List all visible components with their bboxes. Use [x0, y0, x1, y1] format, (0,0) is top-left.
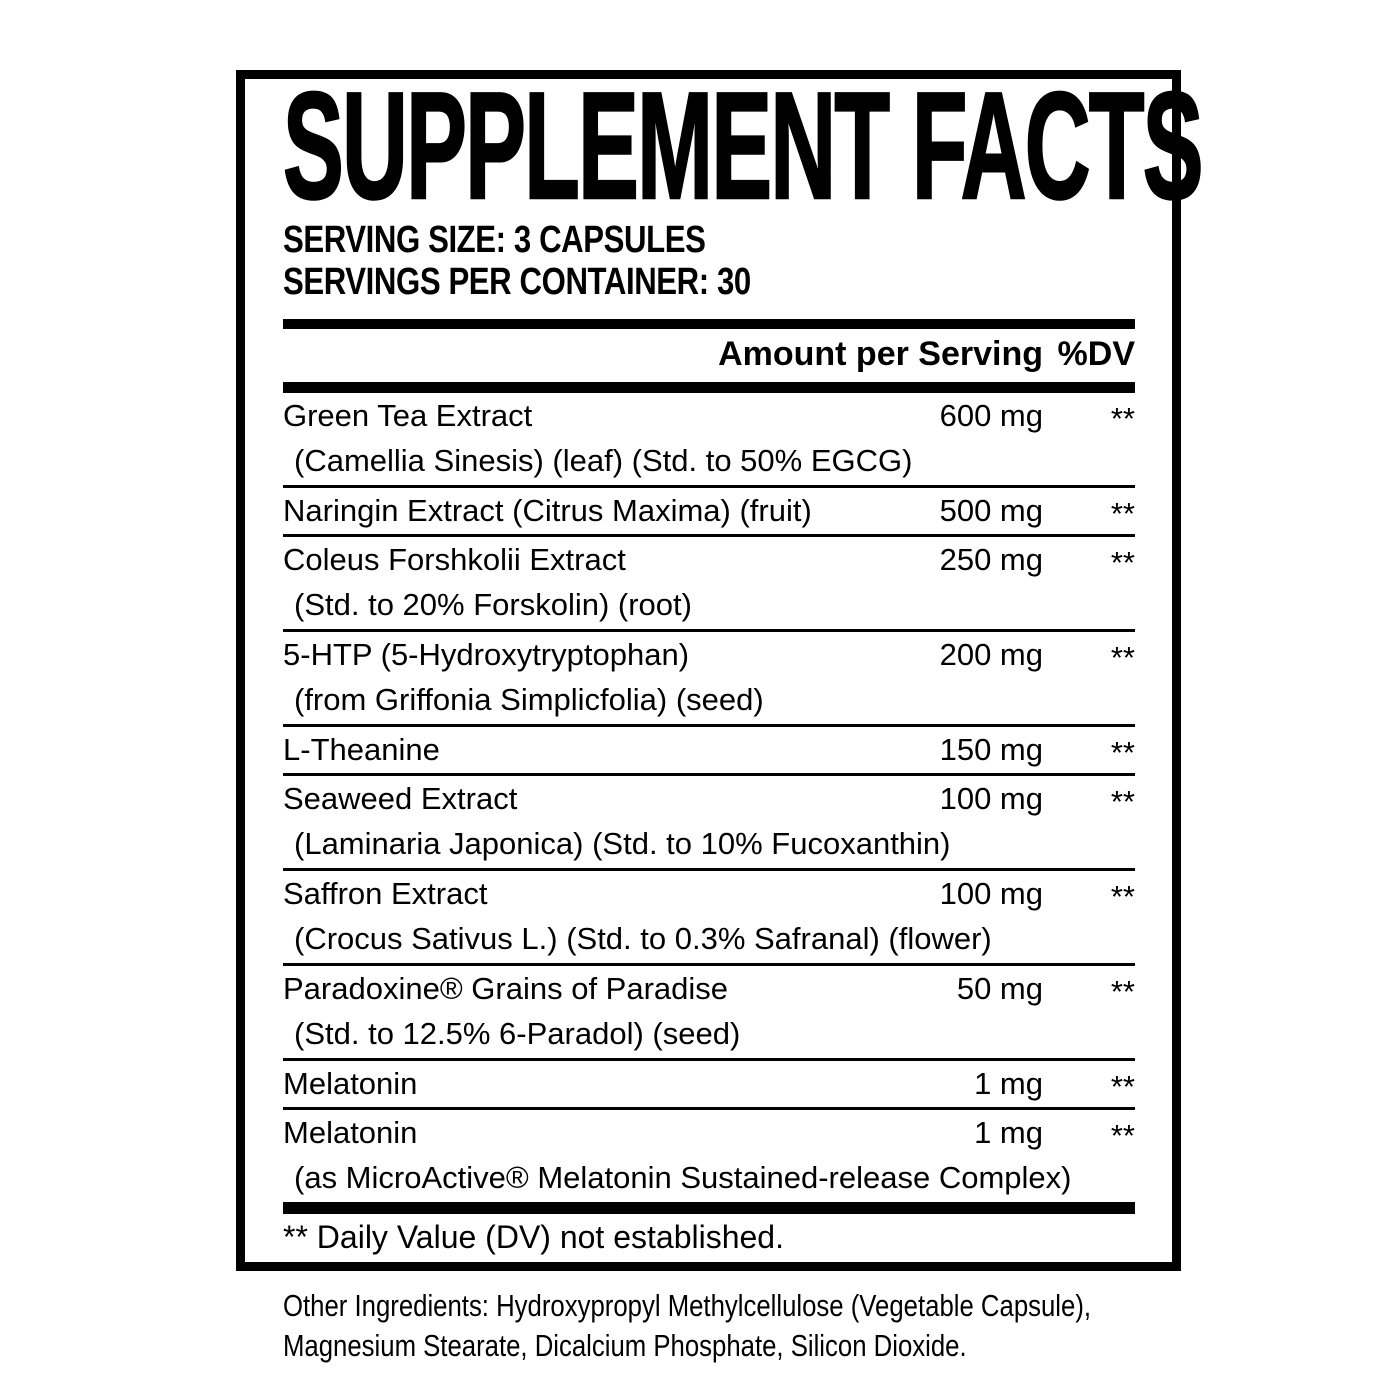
table-row: L-Theanine 150 mg **	[283, 727, 1135, 776]
ingredient-subtext: (from Griffonia Simplicfolia) (seed)	[294, 682, 764, 717]
table-row-main: L-Theanine 150 mg **	[283, 727, 1135, 773]
ingredient-amount: 600 mg	[939, 398, 1043, 433]
column-percent-dv: %DV	[1057, 335, 1135, 373]
ingredient-name: Paradoxine® Grains of Paradise	[283, 971, 729, 1006]
panel-title-wrap: SUPPLEMENT FACTS	[282, 69, 1204, 224]
daily-value-footnote: ** Daily Value (DV) not established.	[283, 1219, 784, 1255]
table-row: Seaweed Extract 100 mg ** (Laminaria Japoni…	[283, 776, 1135, 871]
ingredient-dv: **	[1110, 545, 1135, 580]
servings-per-container-line: SERVINGS PER CONTAINER: 30	[283, 261, 1135, 303]
panel-title: SUPPLEMENT FACTS	[282, 61, 1204, 231]
column-amount-per-serving: Amount per Serving	[718, 335, 1043, 373]
ingredient-name: Saffron Extract	[283, 876, 488, 911]
table-row: Naringin Extract (Citrus Maxima) (fruit)…	[283, 488, 1135, 537]
facts-rows: Green Tea Extract 600 mg ** (Camellia Sines…	[283, 393, 1135, 1202]
ingredient-subtext: (as MicroActive® Melatonin Sustained-rel…	[294, 1160, 1072, 1195]
ingredient-subtext: (Laminaria Japonica) (Std. to 10% Fucoxa…	[294, 826, 951, 861]
table-row-main: Seaweed Extract 100 mg **	[283, 776, 1135, 822]
ingredient-subtext: (Crocus Sativus L.) (Std. to 0.3% Safran…	[294, 921, 992, 956]
ingredient-amount: 50 mg	[956, 971, 1043, 1006]
ingredient-amount: 100 mg	[939, 781, 1043, 816]
divider-thick-top	[283, 319, 1135, 329]
ingredient-dv: **	[1110, 1069, 1135, 1104]
table-row: Saffron Extract 100 mg ** (Crocus Sativus L…	[283, 871, 1135, 966]
ingredient-dv: **	[1110, 401, 1135, 436]
ingredient-dv: **	[1110, 784, 1135, 819]
ingredient-subtext: (Std. to 20% Forskolin) (root)	[294, 587, 692, 622]
servings-per-container-text: SERVINGS PER CONTAINER: 30	[283, 261, 751, 303]
ingredient-dv: **	[1110, 640, 1135, 675]
ingredient-subtext: (Camellia Sinesis) (leaf) (Std. to 50% E…	[294, 443, 913, 478]
other-ingredients: Other Ingredients: Hydroxypropyl Methylc…	[283, 1286, 1257, 1366]
table-row-main: Naringin Extract (Citrus Maxima) (fruit)…	[283, 488, 1135, 534]
table-row: Coleus Forshkolii Extract 250 mg ** (Std. t…	[283, 537, 1135, 632]
ingredient-name: Seaweed Extract	[283, 781, 518, 816]
ingredient-name: Green Tea Extract	[283, 398, 533, 433]
serving-size-line: SERVING SIZE: 3 CAPSULES	[283, 219, 1135, 261]
table-row: Green Tea Extract 600 mg ** (Camellia Sines…	[283, 393, 1135, 488]
table-row-main: Melatonin 1 mg **	[283, 1110, 1135, 1156]
ingredient-name: Melatonin	[283, 1066, 418, 1101]
table-row: Melatonin 1 mg ** (as MicroActive® Melatoni…	[283, 1110, 1135, 1202]
panel-content: SUPPLEMENT FACTS SERVING SIZE: 3 CAPSULE…	[245, 69, 1204, 1261]
divider-thick-bottom	[283, 1202, 1135, 1214]
other-ingredients-line-2: Magnesium Stearate, Dicalcium Phosphate,…	[283, 1328, 967, 1363]
divider-thick-header	[283, 382, 1135, 393]
ingredient-amount: 100 mg	[939, 876, 1043, 911]
table-row: 5-HTP (5-Hydroxytryptophan) 200 mg ** (from…	[283, 632, 1135, 727]
table-row-main: Paradoxine® Grains of Paradise 50 mg **	[283, 966, 1135, 1012]
ingredient-amount: 250 mg	[939, 542, 1043, 577]
ingredient-dv: **	[1110, 496, 1135, 531]
ingredient-name: Melatonin	[283, 1115, 418, 1150]
ingredient-dv: **	[1110, 735, 1135, 770]
ingredient-amount: 500 mg	[939, 493, 1043, 528]
supplement-facts-panel: SUPPLEMENT FACTS SERVING SIZE: 3 CAPSULE…	[236, 69, 1204, 1271]
ingredient-name: L-Theanine	[283, 732, 440, 767]
table-row-main: Melatonin 1 mg **	[283, 1061, 1135, 1107]
ingredient-amount: 200 mg	[939, 637, 1043, 672]
table-row: Melatonin 1 mg **	[283, 1061, 1135, 1110]
table-row-main: Coleus Forshkolii Extract 250 mg **	[283, 537, 1135, 583]
ingredient-name: Coleus Forshkolii Extract	[283, 542, 626, 577]
ingredient-amount: 150 mg	[939, 732, 1043, 767]
ingredient-name: Naringin Extract (Citrus Maxima) (fruit)	[283, 493, 812, 528]
other-ingredients-line-1: Other Ingredients: Hydroxypropyl Methylc…	[283, 1288, 1092, 1323]
ingredient-amount: 1 mg	[974, 1066, 1043, 1101]
serving-size-text: SERVING SIZE: 3 CAPSULES	[283, 219, 706, 261]
table-row-main: Green Tea Extract 600 mg **	[283, 393, 1135, 439]
table-row-main: Saffron Extract 100 mg **	[283, 871, 1135, 917]
ingredient-dv: **	[1110, 974, 1135, 1009]
table-row-main: 5-HTP (5-Hydroxytryptophan) 200 mg **	[283, 632, 1135, 678]
ingredient-amount: 1 mg	[974, 1115, 1043, 1150]
ingredient-dv: **	[1110, 1118, 1135, 1153]
serving-info: SERVING SIZE: 3 CAPSULES SERVINGS PER CO…	[283, 219, 1135, 303]
ingredient-subtext: (Std. to 12.5% 6-Paradol) (seed)	[294, 1016, 741, 1051]
table-column-header: Amount per Serving %DV	[283, 329, 1135, 382]
table-row: Paradoxine® Grains of Paradise 50 mg ** (St…	[283, 966, 1135, 1061]
ingredient-dv: **	[1110, 879, 1135, 914]
ingredient-name: 5-HTP (5-Hydroxytryptophan)	[283, 637, 690, 672]
